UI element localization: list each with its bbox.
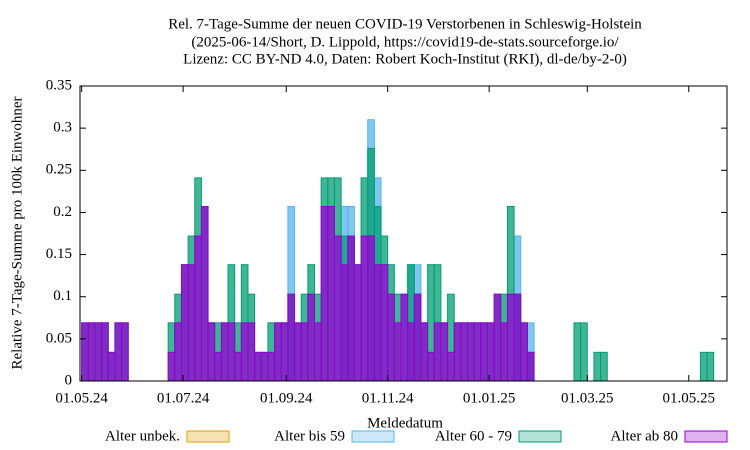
bar (447, 351, 455, 382)
bar (340, 264, 349, 382)
bar (260, 351, 269, 382)
bar (267, 351, 276, 382)
bar (427, 351, 435, 382)
bar (167, 351, 176, 382)
bar (200, 206, 209, 382)
bar (174, 322, 182, 382)
bar (81, 322, 89, 382)
bar (580, 322, 588, 382)
y-axis-label: Relative 7-Tage-Summe pro 100k Einwohner (9, 96, 25, 369)
bar (699, 351, 708, 382)
bar (274, 322, 282, 382)
bar (101, 322, 109, 382)
x-tick-label: 01.03.25 (561, 390, 614, 406)
legend-label: Alter bis 59 (274, 428, 345, 444)
bar (294, 322, 302, 382)
bar (520, 322, 528, 382)
y-tick-label: 0.15 (46, 246, 72, 262)
bar (347, 235, 355, 382)
bar (480, 322, 488, 382)
bar (373, 264, 382, 382)
bar (407, 322, 415, 382)
bar (467, 322, 475, 382)
bar (240, 322, 249, 382)
bar (187, 264, 196, 382)
x-tick-label: 01.01.25 (463, 390, 516, 406)
plot-frame (79, 85, 728, 382)
bar (500, 322, 508, 382)
bar (380, 264, 389, 382)
bar (247, 322, 256, 382)
x-tick-label: 01.05.25 (662, 390, 715, 406)
bar (320, 206, 329, 382)
legend-label: Alter unbek. (105, 428, 180, 444)
bar (121, 322, 129, 382)
bar (234, 351, 242, 382)
bar (420, 322, 429, 382)
y-tick-label: 0.35 (46, 77, 72, 93)
bar (254, 351, 262, 382)
bar (307, 293, 316, 382)
bar (526, 351, 535, 382)
bar (207, 322, 216, 382)
bar (593, 351, 602, 382)
bar (314, 322, 322, 382)
bar (280, 322, 289, 382)
bar (360, 235, 369, 382)
y-tick-label: 0.05 (46, 330, 72, 346)
bar (194, 235, 202, 382)
bar (367, 235, 375, 382)
chart-subtitle: (2025-06-14/Short, D. Lippold, https://c… (191, 34, 619, 50)
bar (600, 351, 608, 382)
bar (214, 351, 222, 382)
bar (333, 235, 342, 382)
bar (287, 293, 296, 382)
y-tick-label: 0.3 (53, 120, 72, 136)
bar (114, 322, 123, 382)
chart-title: Rel. 7-Tage-Summe der neuen COVID-19 Ver… (168, 16, 642, 32)
plot-area (81, 119, 715, 382)
x-tick-label: 01.05.24 (55, 390, 108, 406)
y-tick-label: 0.25 (46, 162, 72, 178)
bar (573, 322, 582, 382)
y-tick-label: 0.2 (53, 204, 72, 220)
y-tick-label: 0.1 (53, 288, 72, 304)
bar (393, 322, 402, 382)
bar (400, 293, 409, 382)
x-tick-label: 01.07.24 (157, 390, 210, 406)
x-tick-label: 01.09.24 (260, 390, 313, 406)
legend-label: Alter 60 - 79 (435, 428, 512, 444)
bar (433, 322, 442, 382)
bar (327, 206, 335, 382)
bar (493, 293, 502, 382)
legend-label: Alter ab 80 (611, 428, 678, 444)
chart-subtitle: Lizenz: CC BY-ND 4.0, Daten: Robert Koch… (183, 51, 627, 67)
bar (107, 351, 116, 382)
bar (506, 293, 515, 382)
bar (387, 293, 395, 382)
bar (513, 293, 522, 382)
bar (473, 322, 482, 382)
bar (460, 322, 469, 382)
bar (300, 322, 309, 382)
bar (94, 322, 103, 382)
x-tick-label: 01.11.24 (362, 390, 414, 406)
legend-swatch (351, 430, 395, 443)
legend-swatch (518, 430, 562, 443)
bar (353, 264, 362, 382)
bar (440, 322, 449, 382)
bar (220, 322, 229, 382)
bar (87, 322, 96, 382)
x-axis-label: Meldedatum (367, 415, 443, 431)
bar (180, 264, 189, 382)
legend-swatch (186, 430, 230, 443)
bar (706, 351, 715, 382)
bar (227, 322, 236, 382)
legend-swatch (684, 430, 728, 443)
bar (486, 322, 495, 382)
bar (453, 322, 462, 382)
bar (413, 293, 422, 382)
y-tick-label: 0 (65, 372, 73, 388)
